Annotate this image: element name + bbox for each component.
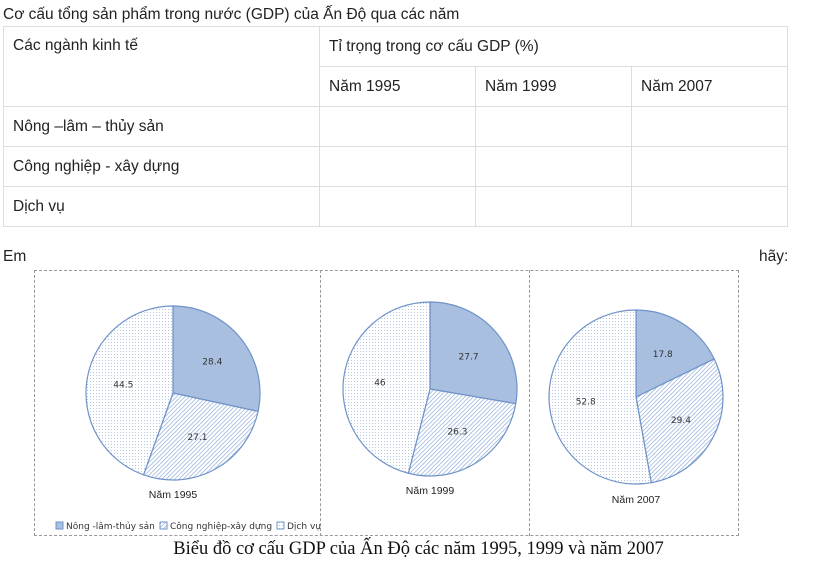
table-row: Công nghiệp - xây dựng (3, 146, 788, 187)
cell[interactable] (631, 106, 788, 147)
divider (529, 270, 530, 536)
header-year: Năm 1995 (319, 66, 476, 107)
data-label: 27.1 (187, 433, 207, 443)
data-label: 52.8 (576, 397, 596, 407)
header-year: Năm 1999 (475, 66, 632, 107)
table-row: Dịch vụ (3, 186, 788, 227)
legend-swatch-industry (159, 521, 168, 530)
data-label: 17.8 (653, 350, 673, 360)
slice-services (85, 305, 174, 476)
header-sectors: Các ngành kinh tế (3, 26, 320, 107)
data-label: 28.4 (202, 357, 222, 367)
cell[interactable] (319, 146, 476, 187)
legend-label: Nông -lâm-thủy sản (66, 521, 155, 532)
prompt-text-left: Em (3, 248, 27, 265)
data-label: 29.4 (671, 416, 691, 426)
slice-industry (635, 358, 724, 484)
data-label: 26.3 (447, 427, 467, 437)
legend-swatch-agri (55, 521, 64, 530)
table-row: Nông –lâm – thủy sản (3, 106, 788, 147)
slice-services (342, 301, 431, 474)
gdp-table: Các ngành kinh tế Tỉ trọng trong cơ cấu … (3, 26, 788, 227)
divider (320, 270, 321, 536)
row-label: Dịch vụ (3, 186, 320, 227)
data-label: 44.5 (113, 380, 133, 390)
data-label: 46 (374, 379, 386, 389)
slice-industry (142, 392, 259, 481)
chart-frame (34, 270, 739, 536)
data-label: 27.7 (459, 352, 479, 362)
pie-label: Năm 1999 (406, 485, 455, 497)
slice-industry (407, 388, 517, 477)
slice-agri (172, 305, 261, 413)
prompt-text-right: hãy: (759, 248, 789, 265)
page-title: Cơ cấu tổng sản phẩm trong nước (GDP) củ… (3, 6, 460, 23)
cell[interactable] (475, 106, 632, 147)
slice-agri (429, 301, 518, 405)
legend-label: Dịch vụ (287, 522, 321, 532)
header-share: Tỉ trọng trong cơ cấu GDP (%) (319, 26, 788, 67)
cell[interactable] (475, 146, 632, 187)
row-label: Công nghiệp - xây dựng (3, 146, 320, 187)
legend-label: Công nghiệp-xây dựng (170, 521, 272, 532)
header-year: Năm 2007 (631, 66, 788, 107)
cell[interactable] (319, 106, 476, 147)
pie-label: Năm 2007 (612, 494, 661, 506)
legend-swatch-services (276, 521, 285, 530)
cell[interactable] (319, 186, 476, 227)
pie-label: Năm 1995 (149, 489, 198, 501)
cell[interactable] (631, 146, 788, 187)
legend: Nông -lâm-thủy sản Công nghiệp-xây dựng … (55, 521, 321, 532)
slice-agri (635, 309, 716, 398)
chart-title: Biểu đồ cơ cấu GDP của Ấn Độ các năm 199… (173, 539, 664, 559)
cell[interactable] (475, 186, 632, 227)
slice-services (548, 309, 652, 485)
cell[interactable] (631, 186, 788, 227)
